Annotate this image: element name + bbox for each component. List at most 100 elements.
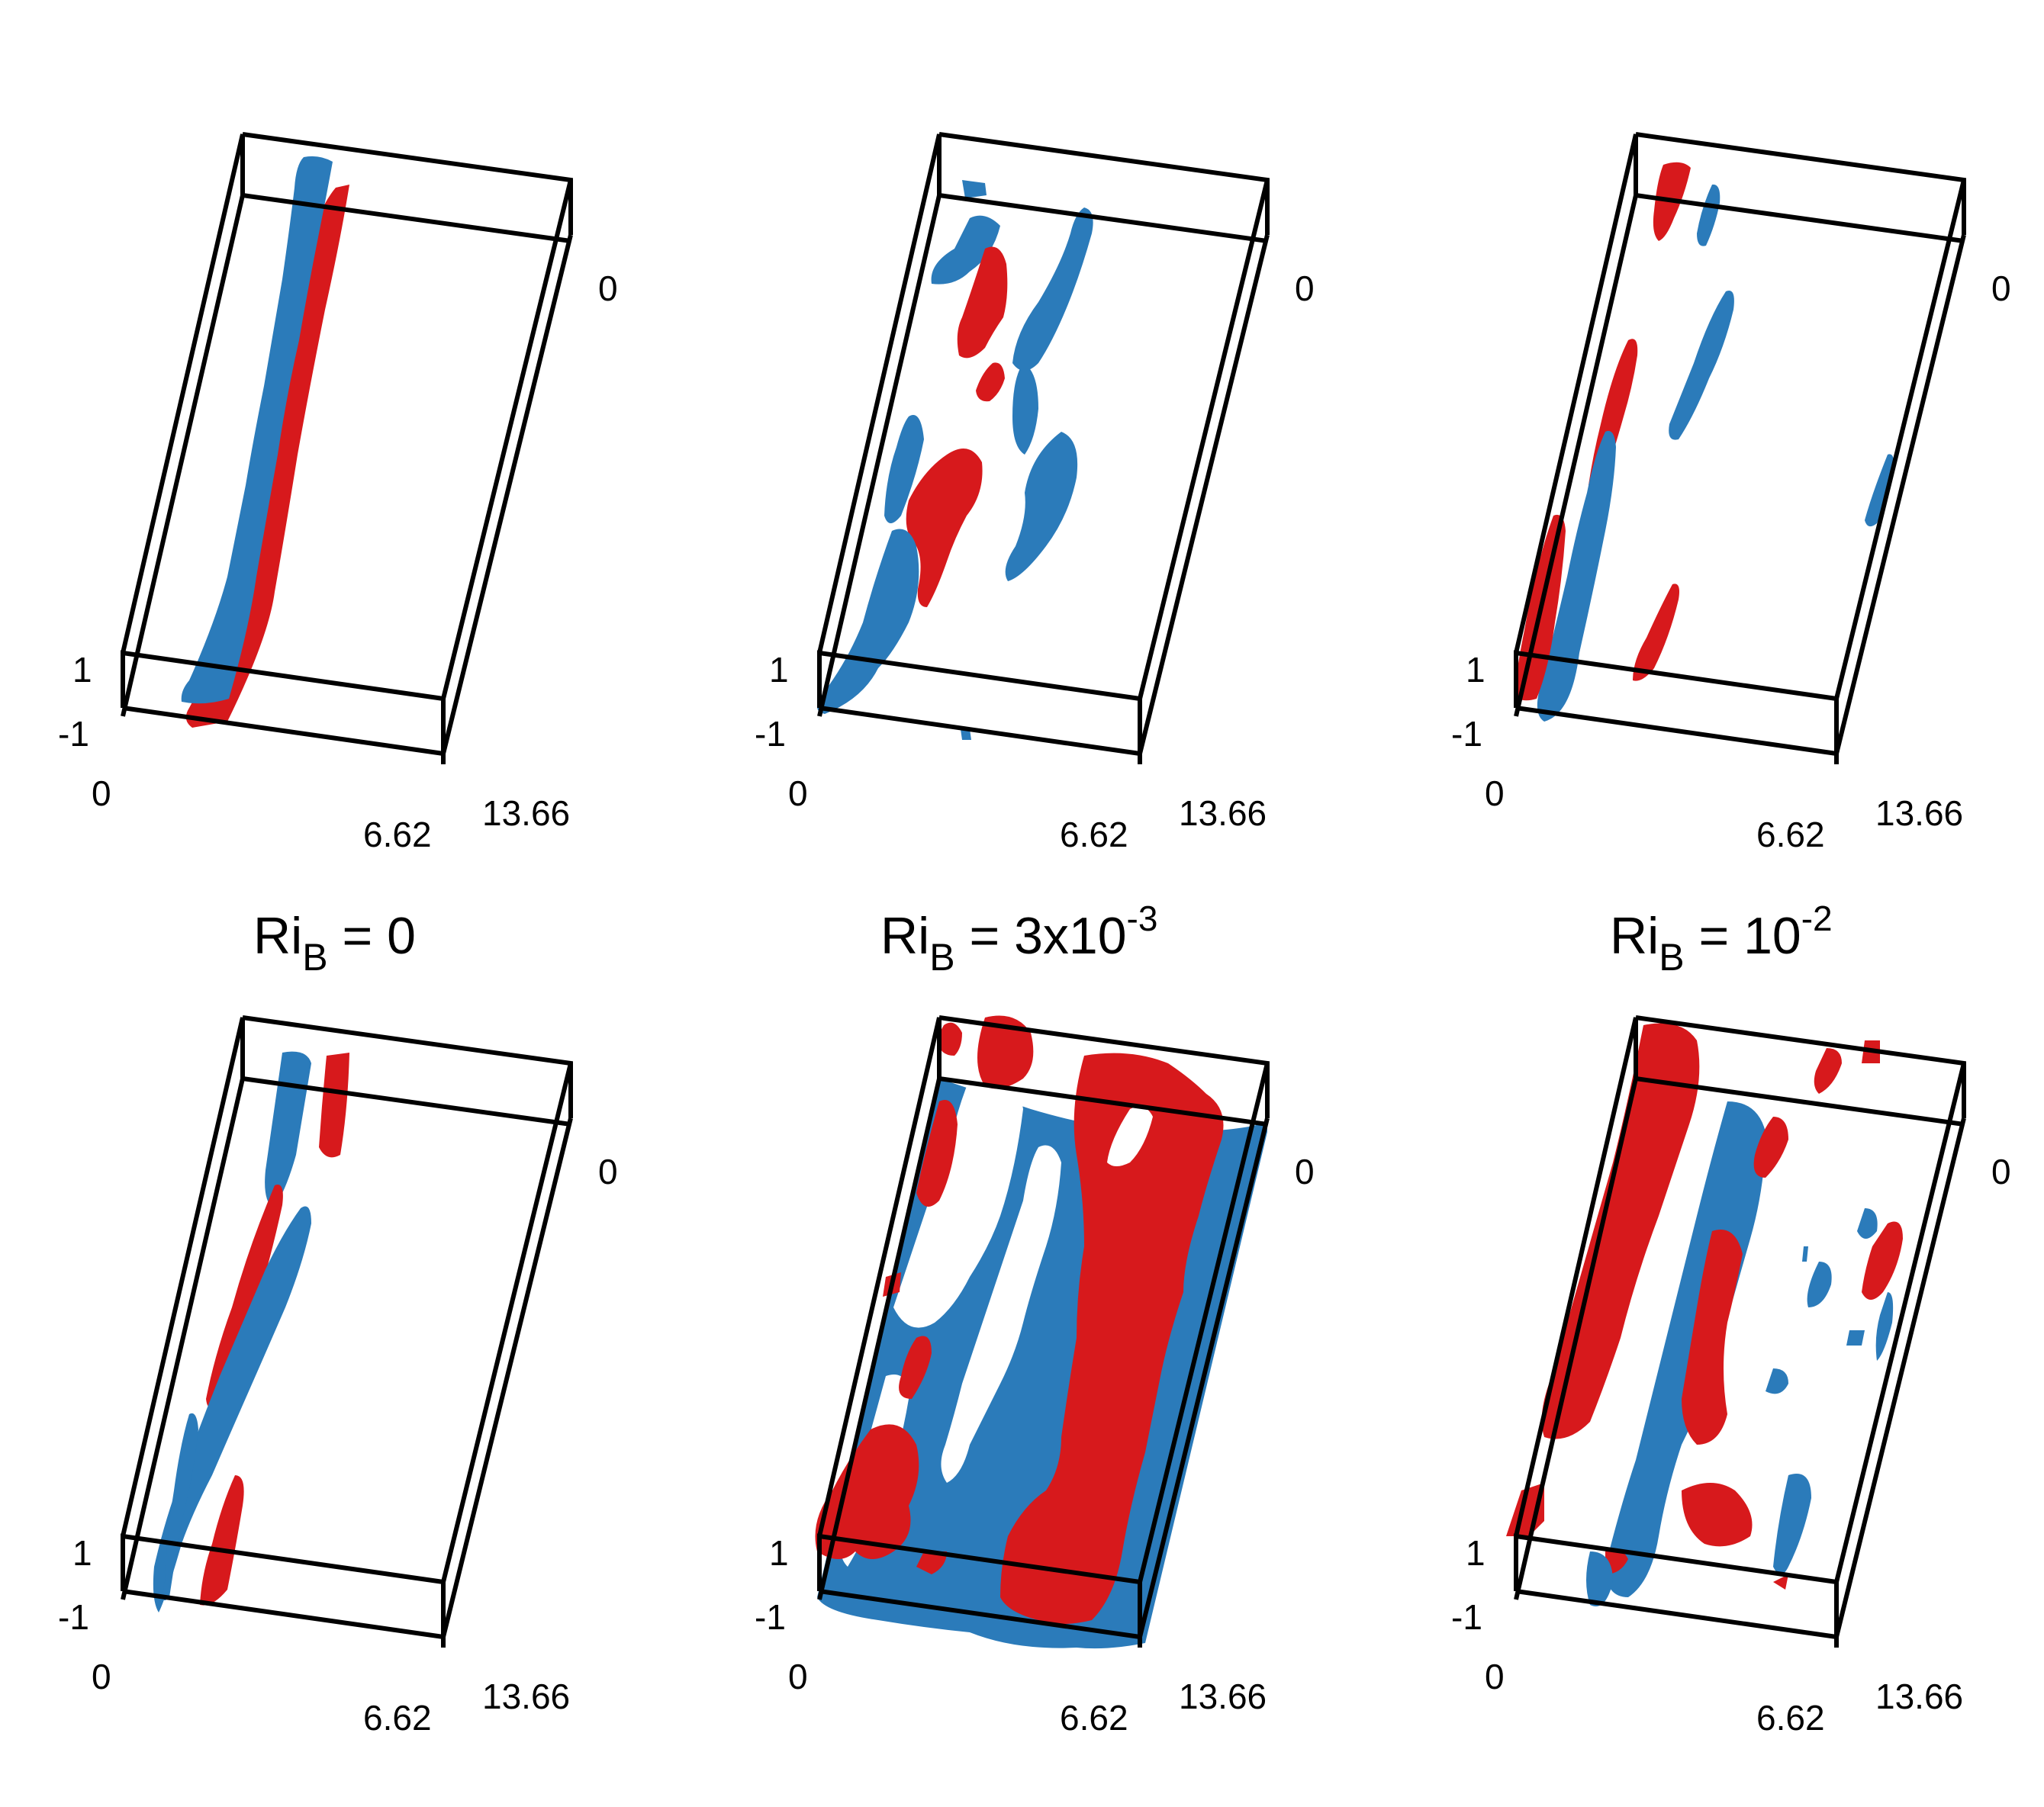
- z-bottom-tick: -1: [1451, 1597, 1482, 1637]
- positive-region: [1000, 1053, 1224, 1624]
- x-end-tick: 6.62: [1756, 1698, 1825, 1738]
- positive-streak: [206, 1185, 283, 1410]
- x-end-tick: 6.62: [1060, 1698, 1128, 1738]
- positive-blob: [957, 246, 1008, 359]
- axis-labels-r1c3: 1 -1 0 6.62 13.66 0: [1451, 268, 2011, 854]
- positive-streak: [200, 1475, 244, 1606]
- panel-r1c3: [1514, 134, 1964, 764]
- z-top-tick: 1: [1466, 1533, 1486, 1573]
- white-hole: [1107, 1106, 1153, 1166]
- positive-blob: [1773, 1574, 1788, 1590]
- y-start-tick: 0: [1991, 268, 2011, 308]
- x-end-tick: 6.62: [1756, 815, 1825, 854]
- isosurfaces: [181, 156, 349, 728]
- negative-blob: [1005, 432, 1078, 581]
- y-end-tick: 13.66: [482, 793, 570, 833]
- z-top-tick: 1: [769, 650, 789, 690]
- positive-blob: [1862, 1221, 1903, 1300]
- isosurfaces: [1514, 162, 1894, 722]
- positive-blob: [1753, 1117, 1788, 1178]
- white-gap: [893, 1048, 1023, 1328]
- panel-r2c3: [1506, 1018, 1964, 1648]
- negative-blob: [1012, 207, 1093, 371]
- positive-blob: [1682, 1483, 1753, 1547]
- x-start-tick: 0: [1485, 1657, 1505, 1696]
- axis-labels-r2c1: 1 -1 0 6.62 13.66 0: [58, 1152, 618, 1738]
- title-base: Ri: [253, 907, 302, 965]
- negative-blob: [1012, 363, 1038, 455]
- negative-blob: [961, 729, 971, 740]
- panel-title-2: RiB = 3x10-3: [880, 899, 1157, 979]
- y-end-tick: 13.66: [1875, 793, 1963, 833]
- positive-blob: [916, 1551, 947, 1574]
- z-top-tick: 1: [1466, 650, 1486, 690]
- panel-r1c2: [817, 134, 1267, 764]
- panel-r2c1: [123, 1018, 571, 1648]
- isosurfaces: [817, 180, 1093, 740]
- z-bottom-tick: -1: [58, 714, 89, 754]
- y-start-tick: 0: [1295, 1152, 1315, 1191]
- negative-blob: [1846, 1330, 1865, 1346]
- z-bottom-tick: -1: [755, 714, 786, 754]
- negative-blob: [1586, 1551, 1613, 1606]
- y-end-tick: 13.66: [1179, 793, 1267, 833]
- x-start-tick: 0: [92, 1657, 111, 1696]
- negative-blob: [1802, 1246, 1808, 1262]
- negative-blob: [1766, 1368, 1788, 1394]
- negative-streak: [163, 1413, 198, 1601]
- y-start-tick: 0: [598, 1152, 618, 1191]
- negative-blob: [1807, 1262, 1832, 1307]
- panel-r2c2: [815, 1015, 1268, 1649]
- positive-region: [1541, 1023, 1700, 1439]
- axis-labels-r1c1: 1 -1 0 6.62 13.66 0: [58, 268, 618, 854]
- title-subscript: B: [929, 936, 954, 979]
- x-start-tick: 0: [1485, 773, 1505, 813]
- z-top-tick: 1: [769, 1533, 789, 1573]
- x-end-tick: 6.62: [363, 815, 432, 854]
- positive-blob: [938, 1022, 962, 1056]
- negative-blob: [884, 415, 924, 523]
- z-bottom-tick: -1: [1451, 714, 1482, 754]
- title-superscript: -2: [1801, 899, 1833, 938]
- y-end-tick: 13.66: [1179, 1677, 1267, 1716]
- x-end-tick: 6.62: [363, 1698, 432, 1738]
- z-bottom-tick: -1: [58, 1597, 89, 1637]
- isosurfaces: [1506, 1023, 1903, 1606]
- z-top-tick: 1: [72, 650, 92, 690]
- isosurfaces: [815, 1015, 1267, 1649]
- negative-blob: [1669, 291, 1734, 440]
- title-base: Ri: [1610, 907, 1659, 965]
- panel-r1c1: [123, 134, 571, 764]
- x-start-tick: 0: [788, 773, 808, 813]
- y-start-tick: 0: [1295, 268, 1315, 308]
- x-end-tick: 6.62: [1060, 815, 1128, 854]
- axis-labels-r1c2: 1 -1 0 6.62 13.66 0: [755, 268, 1315, 854]
- negative-streak: [265, 1051, 311, 1208]
- negative-blob: [1697, 184, 1721, 246]
- y-start-tick: 0: [598, 268, 618, 308]
- negative-blob: [962, 180, 987, 198]
- white-gap: [941, 1145, 1061, 1483]
- x-start-tick: 0: [92, 773, 111, 813]
- isosurfaces: [153, 1051, 349, 1612]
- title-rest: = 3x10: [955, 907, 1127, 965]
- title-subscript: B: [302, 936, 327, 979]
- positive-region: [1682, 1230, 1743, 1445]
- panel-title-1: RiB = 0: [253, 907, 416, 979]
- z-bottom-tick: -1: [755, 1597, 786, 1637]
- positive-blob: [1633, 584, 1679, 681]
- title-rest: = 10: [1685, 907, 1801, 965]
- y-end-tick: 13.66: [1875, 1677, 1963, 1716]
- positive-blob: [815, 1424, 919, 1559]
- title-rest: = 0: [328, 907, 416, 965]
- positive-blob: [1814, 1048, 1842, 1094]
- positive-blob: [976, 362, 1005, 402]
- negative-blob: [1857, 1208, 1878, 1239]
- title-subscript: B: [1659, 936, 1684, 979]
- positive-blob: [899, 1336, 932, 1399]
- z-top-tick: 1: [72, 1533, 92, 1573]
- positive-blob: [977, 1015, 1034, 1089]
- y-start-tick: 0: [1991, 1152, 2011, 1191]
- axis-labels-r2c2: 1 -1 0 6.62 13.66 0: [755, 1152, 1315, 1738]
- negative-blob: [817, 529, 919, 714]
